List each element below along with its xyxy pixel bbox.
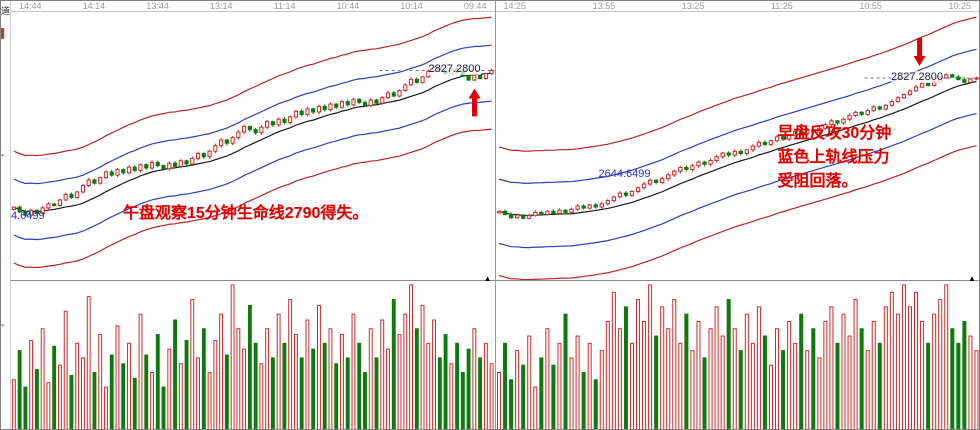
volume-chart [11, 284, 494, 429]
time-label: 13:55 [592, 1, 616, 11]
toolbar-marker-icon[interactable]: ▪ [1, 320, 5, 330]
time-label: 10:55 [859, 1, 882, 11]
candlestick-chart[interactable] [496, 12, 980, 280]
annotation-text: 早盘反攻30分钟 蓝色上轨线压力 受阻回落。 [778, 122, 892, 194]
volume-chart [496, 284, 978, 429]
annotation-text: 午盘观察15分钟生命线2790得失。 [123, 202, 368, 226]
volume-pane: ▲ [496, 275, 980, 429]
volume-marker-icon: ▲ [483, 274, 492, 283]
chart-panel-30min: 14:25 13:55 13:25 11:25 10:55 10:25 Tp=2… [494, 1, 980, 429]
time-label: 14:44 [19, 1, 42, 11]
left-toolbar: 道 ▌ ▪ ▪ [1, 1, 11, 429]
time-axis: 14:44 14:14 13:44 13:14 11:14 10:44 10:1… [11, 1, 495, 11]
band-value-label: 2644.6499 [598, 168, 651, 180]
time-label: 10:14 [400, 1, 423, 11]
annotation-line: 受阻回落。 [777, 173, 858, 190]
time-label: 13:14 [209, 1, 233, 11]
main-chart-area[interactable]: 2827.2800 2644.6499 早盘反攻30分钟 蓝色上轨线压力 受阻回… [495, 11, 980, 281]
annotation-line: 蓝色上轨线压力 [777, 149, 890, 166]
time-label: 13:44 [146, 1, 169, 11]
time-label: 10:25 [948, 1, 971, 11]
time-label: 11:25 [770, 1, 793, 11]
chart-panel-15min: 14:44 14:14 13:44 13:14 11:14 10:44 10:1… [11, 1, 495, 429]
annotation-line: 午盘观察15分钟生命线2790得失。 [123, 205, 369, 222]
volume-marker-icon: ▲ [968, 274, 976, 283]
time-label: 10:44 [336, 1, 360, 11]
chart-panels: 14:44 14:14 13:44 13:14 11:14 10:44 10:1… [11, 1, 979, 429]
toolbar-marker-icon[interactable]: ▌ [1, 28, 8, 38]
toolbar-marker-icon[interactable]: ▪ [1, 150, 5, 160]
last-price-label: 2827.2800 [891, 70, 943, 83]
time-label: 09:44 [463, 1, 487, 11]
time-label: 14:14 [82, 1, 106, 11]
time-label: 14:25 [503, 1, 527, 11]
time-label: 11:14 [273, 1, 296, 11]
time-axis: 14:25 13:55 13:25 11:25 10:55 10:25 [496, 1, 980, 11]
main-chart-area[interactable]: 2827.2800 4.6499 午盘观察15分钟生命线2790得失。 [11, 11, 495, 281]
time-label: 13:25 [681, 1, 705, 11]
annotation-line: 早盘反攻30分钟 [777, 125, 892, 142]
volume-pane: ▲ [11, 275, 495, 429]
band-value-label: 4.6499 [11, 210, 45, 222]
candlestick-chart[interactable] [11, 12, 495, 280]
last-price-label: 2827.2800 [428, 63, 481, 76]
toolbar-glyph[interactable]: 道 [1, 6, 11, 16]
